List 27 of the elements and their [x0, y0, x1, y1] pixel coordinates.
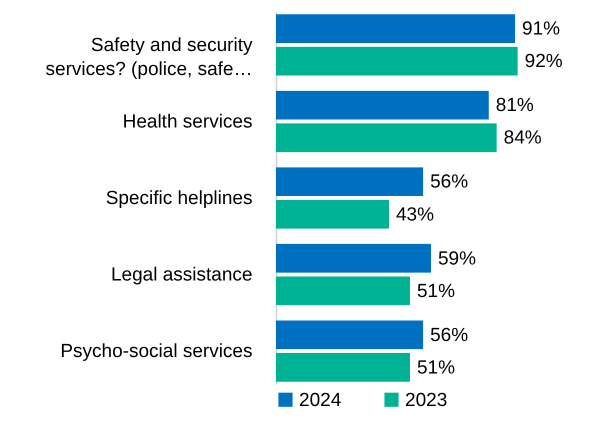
bar	[276, 244, 431, 273]
legend-label: 2023	[405, 390, 448, 411]
bar	[276, 46, 518, 76]
y-tick-label: Specific helplines	[106, 188, 252, 209]
bar	[276, 353, 410, 382]
y-tick-label: Psycho-social services	[60, 341, 252, 362]
legend-label: 2024	[299, 390, 342, 411]
data-label: 51%	[416, 357, 456, 378]
data-label: 91%	[522, 18, 560, 40]
data-label: 92%	[524, 51, 563, 72]
bar	[276, 14, 516, 43]
data-label: 43%	[396, 204, 434, 226]
bar	[276, 167, 424, 196]
bar	[276, 320, 424, 350]
data-label: 56%	[430, 172, 468, 193]
y-tick-label: Legal assistance	[110, 264, 252, 286]
bar	[276, 90, 489, 120]
y-tick-label: Safety and security services? (police, safe…	[46, 34, 253, 80]
data-label: 84%	[504, 128, 542, 149]
data-label: 81%	[496, 95, 534, 116]
bar	[276, 276, 410, 306]
data-label: 56%	[430, 324, 468, 346]
data-label: 59%	[438, 248, 476, 270]
y-tick-label: Health services	[122, 111, 252, 132]
bar	[276, 123, 497, 152]
bar	[276, 200, 389, 229]
data-label: 51%	[416, 280, 456, 302]
